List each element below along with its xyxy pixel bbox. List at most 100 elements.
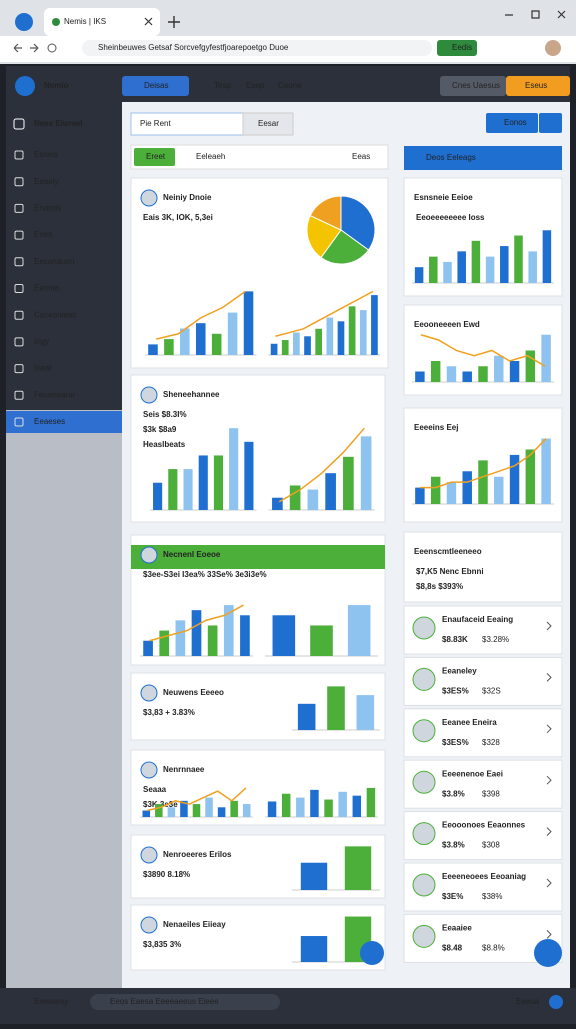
list-name: Eeeenenoe Eaei <box>442 769 503 778</box>
sidebar-item[interactable]: Eeaeses <box>34 417 65 426</box>
bar <box>270 343 278 355</box>
primary-button-label[interactable]: Deisas <box>144 81 168 90</box>
footer-middle: Eeos Eaesa Eeeeaeeus Eieee <box>110 997 219 1006</box>
card-title: Eeeeins Eej <box>414 423 458 432</box>
footer-left: Eeeearey <box>34 997 68 1006</box>
browser-tab[interactable] <box>44 8 160 36</box>
list-item[interactable] <box>403 708 563 758</box>
bar <box>344 846 372 890</box>
avatar <box>140 684 158 702</box>
card-accent <box>131 545 385 569</box>
bar <box>324 799 333 817</box>
bar <box>415 371 425 382</box>
url-field[interactable] <box>82 40 432 56</box>
panel-title: Deos Eeleags <box>426 153 476 162</box>
bar <box>446 366 457 382</box>
bar <box>272 615 296 656</box>
toolbar-button-label[interactable]: Eonos <box>504 118 527 127</box>
reload[interactable] <box>47 43 57 53</box>
sidebar-item[interactable]: Eeonia <box>34 284 59 293</box>
sidebar-item[interactable]: Eesanauen <box>34 257 74 266</box>
avatar <box>412 719 436 743</box>
bar <box>310 789 319 817</box>
bar <box>307 489 319 510</box>
filter-chip-label[interactable]: Ereet <box>146 152 166 161</box>
nav-link[interactable]: Ceone <box>278 81 302 90</box>
sidebar-item[interactable]: Caceonieas <box>34 310 76 319</box>
bar <box>281 340 289 355</box>
sidebar <box>6 102 122 410</box>
tab-close[interactable] <box>144 17 153 26</box>
button-b-label[interactable]: Eseus <box>525 81 547 90</box>
list-delta: $308 <box>482 841 500 850</box>
pie-slice <box>320 229 370 265</box>
list-name: Eeeeneoees Eeoaniag <box>442 872 526 881</box>
tab-title[interactable]: Nemis | IKS <box>64 17 106 26</box>
window-controls <box>505 10 566 19</box>
card-title: Nenaeiles Eiieay <box>163 920 226 929</box>
bar <box>192 804 201 817</box>
button-b[interactable] <box>506 76 570 96</box>
trend-line <box>420 334 546 367</box>
sidebar-item[interactable]: Feuanearer <box>34 390 76 399</box>
chevron <box>546 827 552 836</box>
button-a[interactable] <box>440 76 506 96</box>
bar <box>304 336 311 355</box>
bar <box>326 317 334 355</box>
trend-line <box>155 290 246 340</box>
profile[interactable] <box>545 40 561 56</box>
fab[interactable] <box>534 939 562 967</box>
nav-link[interactable]: Tesp <box>214 81 231 90</box>
bar <box>242 804 251 817</box>
search[interactable] <box>242 112 294 136</box>
sidebar-item[interactable]: Ineal <box>34 364 52 373</box>
bar <box>180 328 190 355</box>
list-delta: $32S <box>482 687 501 696</box>
list-delta: $38% <box>482 892 502 901</box>
chevron <box>546 775 552 785</box>
card-title: Neiniy Dnoie <box>163 193 212 202</box>
trend-line <box>146 787 247 812</box>
nav-link[interactable]: Esep <box>246 81 265 90</box>
search-label[interactable]: Eesar <box>258 119 279 128</box>
sidebar-active[interactable] <box>6 411 122 433</box>
bar <box>348 306 356 355</box>
button-a-label[interactable]: Cnes Uaesus <box>452 81 500 90</box>
footer-icon[interactable] <box>549 995 563 1009</box>
bar <box>366 787 376 817</box>
bar <box>155 804 163 817</box>
filter-chip[interactable] <box>134 148 175 166</box>
sidebar-item[interactable]: Esneis <box>34 150 58 159</box>
filter-label: Eeleaeh <box>196 152 225 161</box>
primary-button[interactable] <box>122 76 189 96</box>
card-stat: Eeoeeeeeeee Ioss <box>416 213 485 222</box>
toolbar-button[interactable] <box>486 113 538 133</box>
bar <box>338 791 347 817</box>
avatar <box>412 616 436 640</box>
sidebar-item[interactable]: Enarnls <box>34 204 61 213</box>
extension[interactable] <box>437 40 477 56</box>
toolbar-menu[interactable] <box>539 113 562 133</box>
bar <box>446 482 457 504</box>
sidebar-item[interactable]: Irigy <box>34 337 49 346</box>
brand-name: Nemio <box>44 81 69 90</box>
new-tab[interactable] <box>168 16 180 28</box>
bar <box>205 797 213 817</box>
card-title: Necnenl Eoeoe <box>163 550 221 559</box>
fab[interactable] <box>360 941 384 965</box>
list-delta: $8.8% <box>482 944 505 953</box>
avatar <box>140 761 158 779</box>
card-title: Eeooneeeen Ewd <box>414 320 480 329</box>
avatar <box>412 667 436 691</box>
card-title: Eeenscmtleeneeo <box>414 547 482 556</box>
bar <box>457 251 466 283</box>
bar <box>300 862 328 890</box>
sidebar-item[interactable]: Eeaeiy <box>34 177 58 186</box>
list-value: $3ES% <box>442 687 469 696</box>
card-stat: Seaaa <box>143 785 167 794</box>
tab-icon <box>15 13 33 31</box>
sidebar-item[interactable]: Enen <box>34 230 53 239</box>
tab-label[interactable]: Pie Rent <box>140 119 171 128</box>
bar <box>500 246 509 283</box>
